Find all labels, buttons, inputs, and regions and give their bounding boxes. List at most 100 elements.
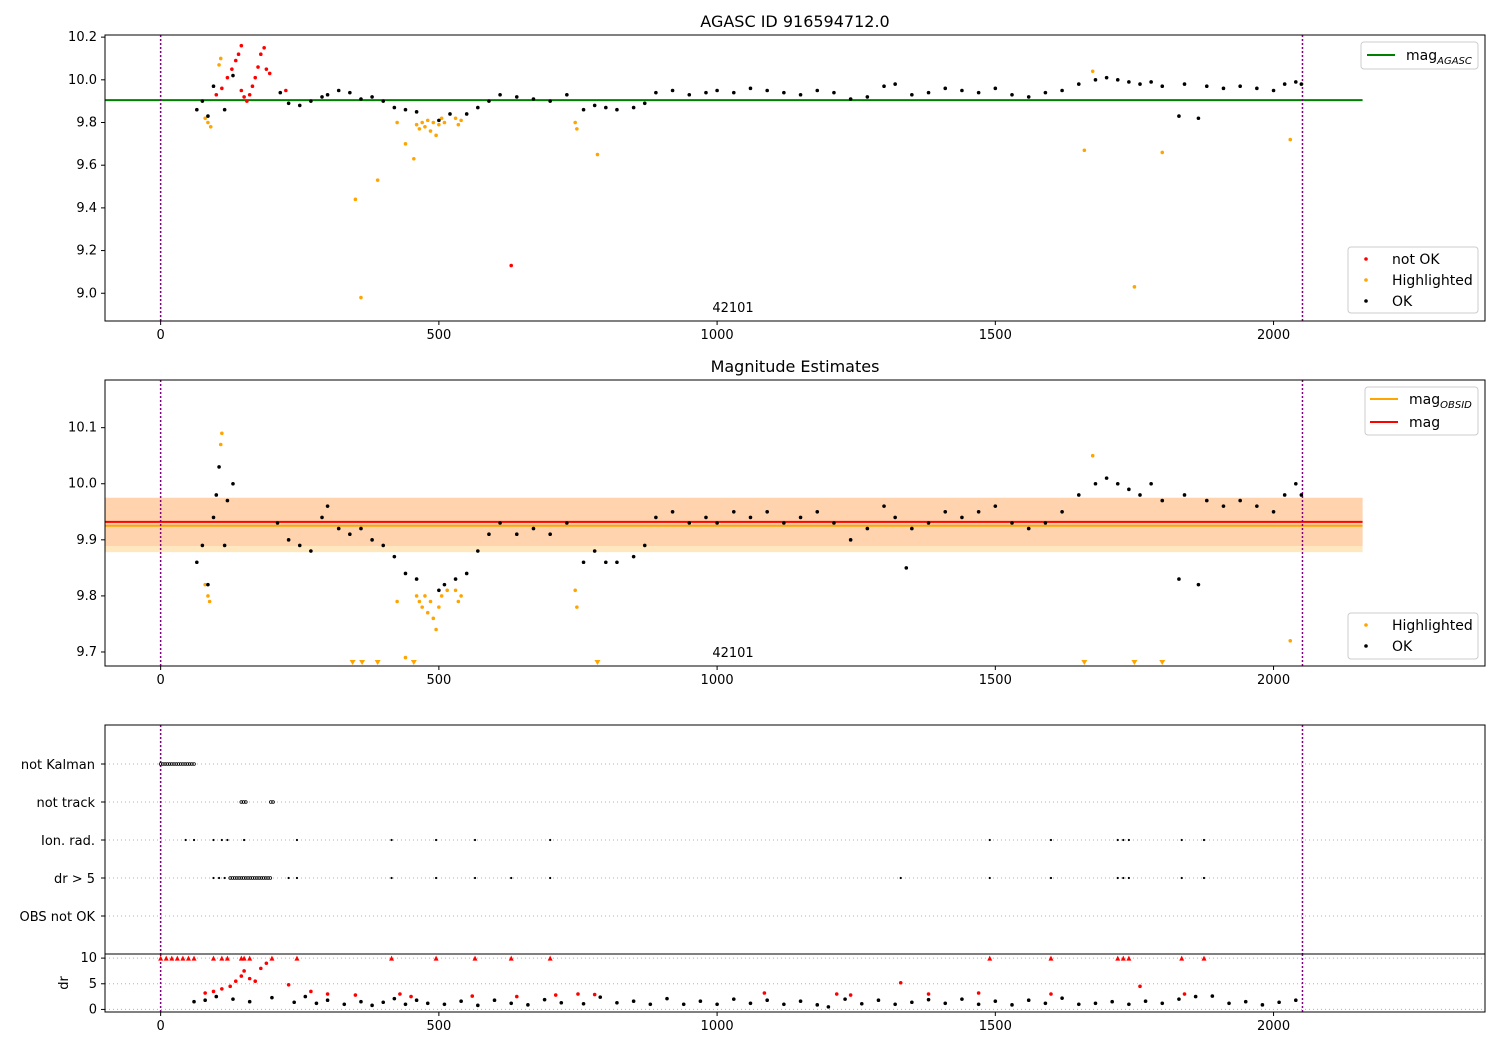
data-point — [439, 594, 444, 598]
data-point — [1182, 82, 1187, 86]
flag-point — [192, 762, 196, 766]
data-point-clipped — [1131, 660, 1138, 665]
data-point — [1193, 994, 1198, 999]
panel4-x-ticks: 0 500 1000 1500 2000 — [157, 1012, 1290, 1034]
data-point — [1177, 577, 1181, 581]
x-tick-label: 1000 — [701, 1019, 734, 1034]
flag-point — [250, 876, 255, 880]
data-point — [575, 605, 579, 609]
data-point — [309, 99, 313, 103]
data-point — [414, 110, 419, 114]
flag-point — [549, 876, 552, 880]
data-point — [423, 124, 427, 129]
flag-point — [252, 876, 257, 880]
data-point — [414, 998, 419, 1002]
data-point — [882, 504, 886, 508]
data-point — [206, 582, 210, 587]
flag-point — [243, 876, 248, 880]
data-point — [1271, 88, 1276, 93]
data-point — [439, 116, 444, 121]
data-point — [417, 599, 422, 604]
data-point — [1238, 84, 1242, 89]
flag-point — [1122, 876, 1125, 880]
data-point — [448, 112, 452, 116]
data-point — [687, 92, 692, 97]
data-point — [203, 991, 207, 995]
data-point — [320, 515, 324, 520]
data-point — [375, 178, 380, 182]
data-point — [381, 99, 386, 103]
data-point — [425, 1001, 430, 1006]
x-tick-label: 2000 — [1257, 1019, 1290, 1034]
data-point — [1243, 999, 1248, 1004]
data-point — [325, 92, 330, 97]
data-point — [926, 521, 931, 525]
data-point-clipped — [269, 955, 275, 961]
data-point — [459, 594, 463, 598]
data-point — [531, 526, 536, 531]
data-point — [225, 498, 230, 503]
panel4-ylabel: dr — [57, 976, 72, 990]
data-point — [670, 88, 675, 93]
data-point — [826, 1005, 831, 1009]
data-point-clipped — [472, 955, 478, 961]
legend-marker-ok — [1364, 299, 1368, 303]
data-point — [1060, 88, 1064, 93]
data-point — [704, 90, 708, 95]
data-point — [960, 997, 964, 1001]
flag-point — [287, 876, 290, 880]
data-point — [665, 996, 669, 1001]
data-point — [218, 442, 223, 447]
data-point — [1115, 78, 1120, 82]
flag-point — [241, 876, 246, 880]
data-point — [798, 999, 803, 1004]
data-point — [526, 1003, 530, 1007]
panel1-points — [195, 43, 1304, 300]
data-point — [470, 994, 475, 998]
data-point — [815, 509, 820, 514]
data-point — [431, 120, 436, 125]
data-point — [1255, 86, 1259, 91]
data-point — [960, 515, 964, 520]
panel4-frame — [104, 953, 1486, 1013]
data-point — [359, 295, 363, 300]
data-point — [926, 992, 931, 996]
flag-point — [269, 800, 273, 804]
data-point — [262, 46, 266, 50]
data-point — [687, 521, 692, 525]
data-point — [353, 993, 358, 997]
data-point — [581, 107, 586, 112]
data-point — [428, 129, 433, 133]
data-point — [1182, 493, 1187, 497]
data-point — [264, 961, 269, 966]
data-point — [1115, 481, 1120, 486]
data-point — [798, 515, 803, 520]
flag-point — [235, 876, 239, 880]
data-point — [514, 994, 519, 999]
legend-label-mag: mag — [1409, 415, 1440, 431]
data-point — [1160, 498, 1165, 503]
data-point-clipped — [1159, 660, 1166, 665]
y-tick-label: 10.0 — [68, 73, 97, 88]
data-point — [1255, 504, 1259, 508]
data-point — [765, 88, 769, 93]
y-tick-label: 9.9 — [76, 533, 97, 548]
data-point — [259, 52, 263, 57]
y-tick-label: 9.0 — [76, 286, 97, 301]
data-point — [910, 1000, 914, 1005]
data-point — [615, 107, 619, 112]
data-point-clipped — [169, 955, 175, 961]
data-point — [412, 156, 416, 161]
data-point — [297, 103, 302, 108]
flag-point — [239, 800, 244, 804]
data-point — [762, 991, 767, 995]
data-point — [487, 99, 491, 103]
data-point — [214, 92, 219, 97]
data-point — [395, 599, 399, 604]
data-point — [654, 90, 658, 95]
data-point — [1238, 498, 1242, 503]
data-point — [428, 599, 433, 604]
flag-point — [1116, 838, 1119, 842]
data-point-clipped — [163, 955, 169, 961]
flag-point — [390, 876, 393, 880]
